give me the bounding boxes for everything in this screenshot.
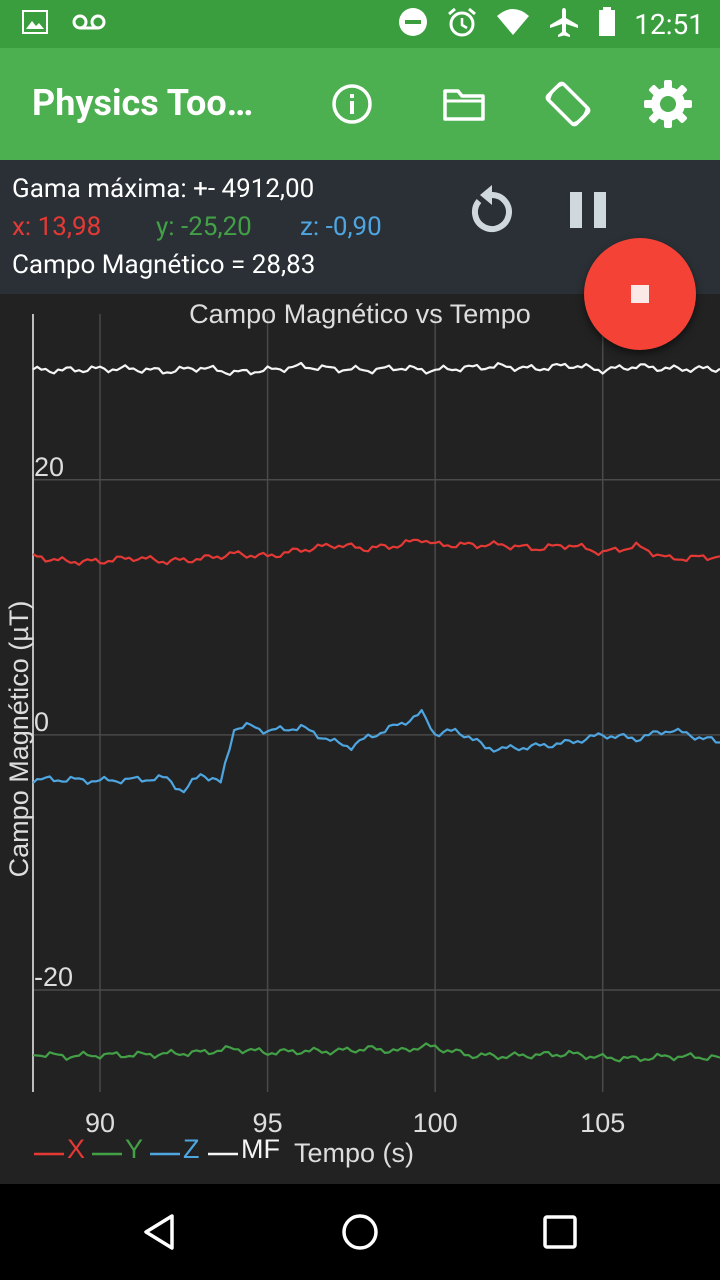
- series-line-y: [32, 1042, 720, 1063]
- series-line-z: [32, 709, 720, 794]
- stop-recording-button[interactable]: [584, 238, 696, 350]
- y-tick-label: -20: [34, 962, 73, 992]
- x-value-label: x: 13,98: [12, 212, 102, 242]
- status-time: 12:51: [634, 7, 704, 41]
- screen-rotation-icon[interactable]: [540, 76, 596, 132]
- z-value-label: z: -0,90: [300, 212, 382, 242]
- stop-icon: [631, 285, 649, 303]
- chart-legend: X Y Z MF: [34, 1134, 280, 1164]
- series-line-mf: [32, 361, 720, 377]
- chart-title: Campo Magnético vs Tempo: [189, 299, 531, 329]
- x-tick-label: 105: [580, 1108, 625, 1138]
- series-line-x: [32, 538, 720, 566]
- y-tick-label: 20: [34, 452, 64, 482]
- magnetic-field-chart: -20 0 20 90 95 100 105 Campo Magnético vs Tem…: [0, 294, 720, 1184]
- voicemail-icon: [72, 12, 106, 36]
- x-tick-label: 90: [85, 1108, 115, 1138]
- y-value-label: y: -25,20: [156, 212, 252, 242]
- y-tick-labels: -20 0 20: [34, 452, 73, 992]
- y-tick-label: 0: [34, 707, 49, 737]
- y-axis-label: Campo Magnético (µT): [4, 601, 34, 878]
- folder-icon[interactable]: [436, 76, 492, 132]
- status-bar: 12:51: [0, 0, 720, 48]
- app-title: Physics Too…: [32, 82, 254, 124]
- info-icon[interactable]: [324, 76, 380, 132]
- recents-icon[interactable]: [536, 1208, 584, 1256]
- back-icon[interactable]: [136, 1208, 184, 1256]
- legend-label: X: [67, 1134, 85, 1164]
- legend-label: Z: [183, 1134, 200, 1164]
- navigation-bar: [0, 1184, 720, 1280]
- magnetic-field-label: Campo Magnético = 28,83: [12, 250, 316, 280]
- x-tick-label: 100: [413, 1108, 458, 1138]
- vertical-grid: [99, 314, 604, 1092]
- settings-icon[interactable]: [640, 76, 696, 132]
- legend-label: Y: [125, 1134, 143, 1164]
- x-tick-label: 95: [253, 1108, 283, 1138]
- app-toolbar: Physics Too…: [0, 48, 720, 160]
- pause-icon[interactable]: [556, 178, 620, 242]
- max-range-label: Gama máxima: +- 4912,00: [12, 174, 315, 204]
- image-icon: [22, 10, 48, 38]
- do-not-disturb-icon: [398, 7, 428, 41]
- home-icon[interactable]: [336, 1208, 384, 1256]
- reset-icon[interactable]: [460, 178, 524, 242]
- x-tick-labels: 90 95 100 105: [85, 1108, 625, 1138]
- series-lines: [32, 361, 720, 1063]
- battery-icon: [598, 7, 616, 41]
- airplane-icon: [548, 6, 580, 42]
- alarm-icon: [446, 6, 478, 42]
- chart-svg: -20 0 20 90 95 100 105 Campo Magnético vs Tem…: [4, 299, 720, 1168]
- x-axis-label: Tempo (s): [294, 1138, 414, 1168]
- wifi-icon: [496, 8, 530, 40]
- legend-label: MF: [241, 1134, 280, 1164]
